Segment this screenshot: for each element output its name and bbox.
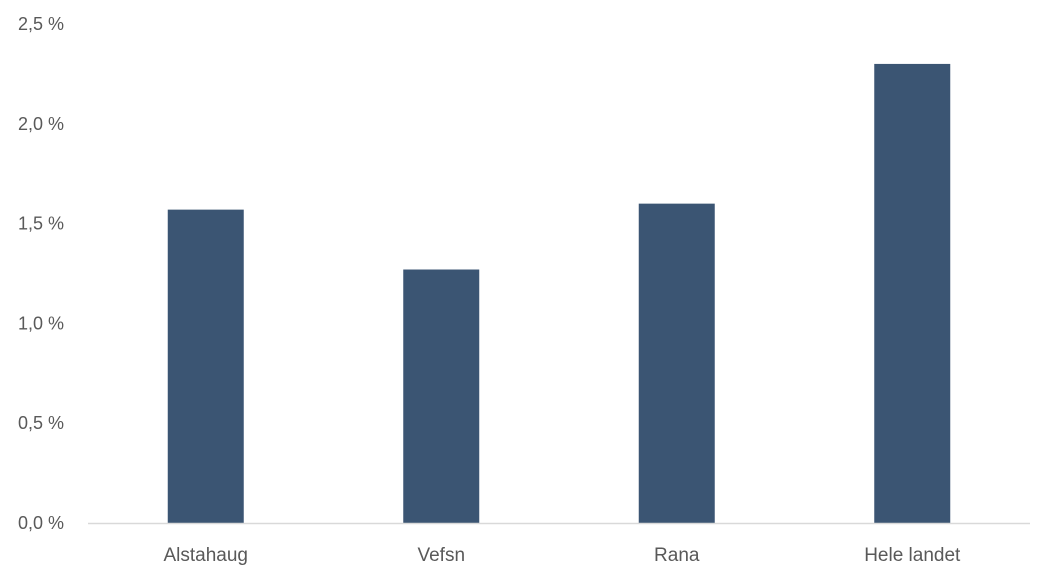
bar-hele-landet: [874, 63, 951, 524]
y-tick-label: 1,5 %: [18, 214, 64, 234]
y-tick-label: 1,0 %: [18, 313, 64, 333]
x-tick-label: Rana: [654, 545, 700, 566]
x-tick-label: Vefsn: [417, 545, 465, 566]
y-tick-label: 2,0 %: [18, 114, 64, 134]
y-tick-label: 0,0 %: [18, 513, 64, 533]
y-axis-tick-labels: 0,0 % 0,5 % 1,0 % 1,5 % 2,0 % 2,5 %: [18, 14, 64, 533]
bar-alstahaug: [167, 209, 244, 524]
bars: [167, 63, 951, 524]
x-axis-category-labels: Alstahaug Vefsn Rana Hele landet: [163, 545, 961, 566]
x-tick-label: Alstahaug: [163, 545, 248, 566]
x-tick-label: Hele landet: [864, 545, 961, 566]
bar-vefsn: [403, 269, 480, 523]
bar-rana: [638, 203, 715, 523]
y-tick-label: 0,5 %: [18, 413, 64, 433]
y-tick-label: 2,5 %: [18, 14, 64, 34]
